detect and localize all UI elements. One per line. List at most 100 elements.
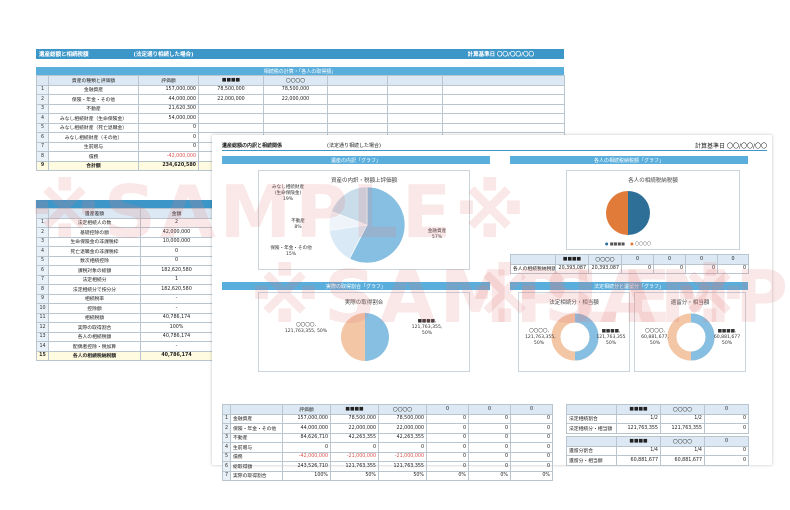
- rt1-h-c: 0: [704, 404, 749, 415]
- bottom-value: 0: [468, 432, 511, 443]
- row-number: 2: [36, 227, 49, 238]
- asset-header-value: 評価額: [138, 75, 199, 86]
- donut-b-l2: 60,881,677,: [641, 335, 669, 340]
- pie1-label-re: 不動産: [291, 219, 305, 224]
- share-item-name: 法定相続割合: [566, 413, 617, 424]
- donut-a-l1: 〇〇〇〇,: [529, 329, 549, 334]
- asset-share-b: [263, 113, 328, 124]
- panel3: 実際の取得割合 〇〇〇〇, 121,763,355, 50% ■■■■, 121…: [258, 292, 470, 372]
- row-number: 8: [36, 151, 49, 162]
- pie1-label-fin-pct: 57%: [431, 235, 443, 240]
- tax-table: 遺産差額 金額 1 法定相続人の数 2 2 基礎控除の額 42,000,000 3 生命保険金…: [36, 208, 213, 361]
- sheet1-title-bar: 遺産総額と相続税額 (法定通り相続した場合) 計算基準日 〇〇/〇〇/〇〇: [36, 49, 564, 59]
- sheet2-title-row: 遺産総額の内訳と相続関係 (法定通り相続した場合) 計算基準日 〇〇/〇〇/〇〇: [222, 141, 767, 151]
- row-number: 7: [36, 274, 49, 285]
- bottom-item-name: 生前贈与: [230, 442, 283, 453]
- bottom-value: 42,263,355: [378, 432, 427, 443]
- tax-item-name: 各人の相続税納税額: [48, 350, 141, 361]
- tax-item-value: -: [140, 341, 213, 352]
- rt1-h-b: 〇〇〇〇: [660, 404, 705, 415]
- p2-row-f: 0: [717, 263, 749, 274]
- share-c: 0: [704, 423, 749, 434]
- share-item-name: 遺留分・相当額: [566, 455, 617, 466]
- asset-name: 金融資産: [48, 84, 139, 95]
- sheet2-calc-date: 計算基準日 〇〇/〇〇/〇〇: [695, 143, 767, 150]
- p2-row-b: 20,393,087: [588, 263, 622, 274]
- panel3-title: 実際の取得割合: [344, 300, 384, 306]
- asset-header-name: 資産の種類と評価額: [48, 75, 139, 86]
- panel4b: 遺留分・相当額 〇〇〇〇, 60,881,677, 50% ■■■■, 60,8…: [634, 292, 746, 372]
- row-number: 1: [36, 84, 49, 95]
- tax-item-name: 課税対象の総額: [48, 265, 141, 276]
- asset-value: 21,620,300: [138, 103, 199, 114]
- tax-item-name: 実際の取得割合: [48, 322, 141, 333]
- bottom-item-name: 不動産: [230, 432, 283, 443]
- asset-name: みなし相続財産（死亡退職金）: [48, 122, 139, 133]
- bottom-value: 0: [468, 423, 511, 434]
- asset-share-a: [198, 103, 264, 114]
- asset-value: 0: [138, 122, 199, 133]
- sheet2-title: 遺産総額の内訳と相続関係: [222, 143, 283, 149]
- table-row: 1 法定相続人の数 2: [36, 217, 213, 228]
- donut-b-l3: 50%: [649, 341, 661, 346]
- pie1-label-mi2: (生命保険金): [274, 191, 302, 196]
- panel1-title: 資産の内訳・税額上評価額: [330, 178, 397, 184]
- table-row: 14 配偶者控除・税加算 -: [36, 341, 213, 352]
- row-number: 7: [36, 141, 49, 152]
- pie1-label-ins: 保険・年金・その他: [270, 246, 312, 251]
- row-number: 12: [36, 322, 49, 333]
- share-item-name: 法定相続分・相当額: [566, 423, 617, 434]
- row-number: 1: [222, 413, 231, 424]
- row-number: 4: [36, 246, 49, 257]
- panel4a-title: 法定相続分・相当額: [549, 300, 599, 306]
- bottom-value: 0: [468, 413, 511, 424]
- share-b: 1/2: [660, 413, 705, 424]
- bottom-value: 0: [510, 451, 553, 462]
- row-number: 10: [36, 303, 49, 314]
- share-b: 60,881,677: [660, 455, 705, 466]
- panel3-header: 実際の取得割合「グラフ」: [222, 282, 490, 290]
- table-row: 13 各人の相続税額 40,786,174: [36, 331, 213, 342]
- bottom-value: 0: [468, 461, 511, 472]
- rt1-h-a: ■■■■: [616, 404, 661, 415]
- row-number: 1: [36, 217, 49, 228]
- pie3-label-right1: ■■■■,: [417, 319, 437, 324]
- row-number: 6: [222, 461, 231, 472]
- table-row: 6 総取得額 243,526,710 121,763,355 121,763,355 0 0…: [222, 461, 553, 472]
- bottom-item-name: 総取得額: [230, 461, 283, 472]
- donut-a-l2: 121,763,355,: [525, 335, 556, 340]
- tax-item-value: 40,786,174: [140, 350, 213, 361]
- row-number: 6: [36, 132, 49, 143]
- bottom-value: 0: [426, 423, 469, 434]
- bottom-value: 0%: [468, 470, 511, 481]
- table-row: 1 金融資産 157,000,000 78,500,000 78,500,000: [36, 84, 565, 95]
- p2-h-b: 〇〇〇〇: [588, 254, 622, 265]
- tax-item-name: 法定相続分で按分分: [48, 284, 141, 295]
- donut-b-r3: 50%: [721, 341, 733, 346]
- p2-h-c: 0: [621, 254, 654, 265]
- asset-name: 合計額: [48, 160, 139, 171]
- p2-row-a: 20,393,087: [555, 263, 589, 274]
- table-row: 12 実際の取得割合 100%: [36, 322, 213, 333]
- share-b: 121,763,355: [660, 423, 705, 434]
- asset-share-a: [198, 113, 264, 124]
- pie1-slice: [349, 186, 406, 264]
- table-row: 11 相続税額 40,786,174: [36, 312, 213, 323]
- pie1-label-ins-pct: 15%: [285, 252, 297, 257]
- share-c: 0: [704, 455, 749, 466]
- bottom-value: 0: [426, 442, 469, 453]
- panel2-header: 各人の相続税納税額「グラフ」: [510, 156, 748, 164]
- bottom-value: 0: [510, 413, 553, 424]
- row-number: 4: [222, 442, 231, 453]
- asset-value: -42,000,000: [138, 151, 199, 162]
- donut-a-r2: 121,763,355: [596, 335, 626, 340]
- row-number: 3: [36, 236, 49, 247]
- asset-share-a: 22,000,000: [198, 94, 264, 105]
- bt-h-5: 0: [468, 404, 511, 415]
- row-number: 3: [36, 103, 49, 114]
- table-row: 4 みなし相続財産（生命保険金） 54,000,000: [36, 113, 565, 124]
- bottom-value: 0: [426, 461, 469, 472]
- bottom-value: 22,000,000: [378, 423, 427, 434]
- tax-item-name: 基礎控除の額: [48, 227, 141, 238]
- bottom-value: 0: [510, 423, 553, 434]
